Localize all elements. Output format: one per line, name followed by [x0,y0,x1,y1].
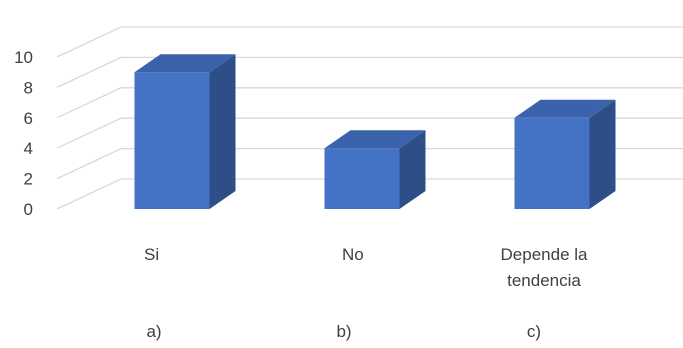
y-axis-tick-labels: 0 2 4 6 8 10 [14,48,33,219]
bar-front-face [324,148,400,209]
x-axis-sub-labels: a) b) c) [146,322,541,341]
y-tick-label-8: 8 [24,78,33,97]
gridline-6 [56,87,683,119]
bar-top-face [514,99,616,118]
bar-side-face [209,54,236,210]
y-tick-label-10: 10 [14,48,33,67]
sub-label-1: a) [146,322,161,341]
bar-side-face [589,99,616,209]
bar-3 [514,99,616,209]
category-label-3-line-2: tendencia [507,271,581,290]
y-tick-label-4: 4 [24,139,33,158]
category-label-3-line-1: Depende la [501,245,589,264]
y-tick-label-2: 2 [24,170,33,189]
bar-top-face [324,130,426,149]
y-tick-label-6: 6 [24,109,33,128]
gridlines [56,26,683,210]
sub-label-3: c) [527,322,541,341]
x-axis-category-labels: Si No Depende la tendencia [144,245,588,290]
bar-front-face [134,72,210,209]
gridline-2 [56,147,683,180]
y-tick-label-0: 0 [24,200,33,219]
bar-top-face [134,54,236,73]
bar-1 [134,54,236,210]
category-label-1: Si [144,245,159,264]
sub-label-2: b) [336,322,351,341]
gridline-10 [56,26,683,58]
bar-front-face [514,117,590,209]
gridline-4 [56,117,683,149]
bar-side-face [399,130,426,209]
bar-2 [324,130,426,209]
category-label-2: No [342,245,364,264]
gridline-0 [56,178,683,210]
gridline-8 [56,56,683,88]
bars [134,54,616,210]
